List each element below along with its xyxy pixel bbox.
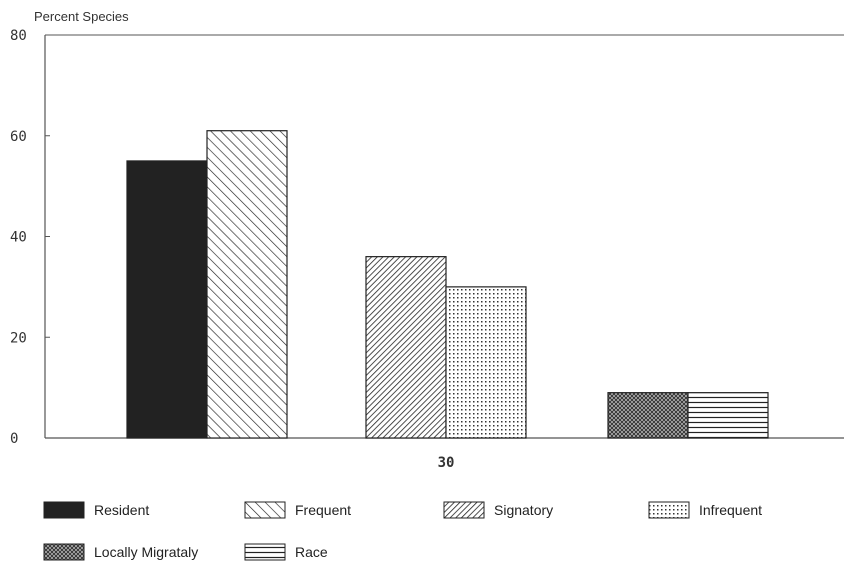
y-tick-label: 40 — [10, 230, 27, 246]
y-axis-label: Percent Species — [34, 9, 129, 24]
bar-locally-migrataly — [607, 392, 689, 439]
bar-infrequent — [445, 286, 527, 439]
y-axis-ticks: 0 20 40 60 80 — [10, 28, 50, 447]
legend-label: Locally Migrataly — [94, 544, 198, 560]
legend-swatch — [244, 543, 286, 561]
legend-label: Race — [295, 544, 328, 560]
y-tick-label: 20 — [10, 330, 27, 346]
y-tick-label: 0 — [10, 431, 18, 447]
legend-swatch — [443, 501, 485, 519]
legend-label: Resident — [94, 502, 149, 518]
legend-swatch — [43, 501, 85, 519]
bars — [126, 130, 769, 439]
bar-race — [687, 392, 769, 439]
legend-swatch — [244, 501, 286, 519]
legend-label: Frequent — [295, 502, 351, 518]
legend-swatch — [43, 543, 85, 561]
x-axis-labels: 30 — [438, 455, 455, 471]
legend: Resident Frequent Signatory Infrequent Local… — [43, 501, 762, 561]
y-tick-label: 80 — [10, 28, 27, 44]
bar-resident — [126, 160, 208, 439]
y-tick-label: 60 — [10, 129, 27, 145]
bar-frequent — [206, 130, 288, 439]
x-tick-label: 30 — [438, 455, 455, 471]
legend-label: Signatory — [494, 502, 553, 518]
bar-signatory — [365, 256, 447, 439]
legend-label: Infrequent — [699, 502, 762, 518]
legend-swatch — [648, 501, 690, 519]
